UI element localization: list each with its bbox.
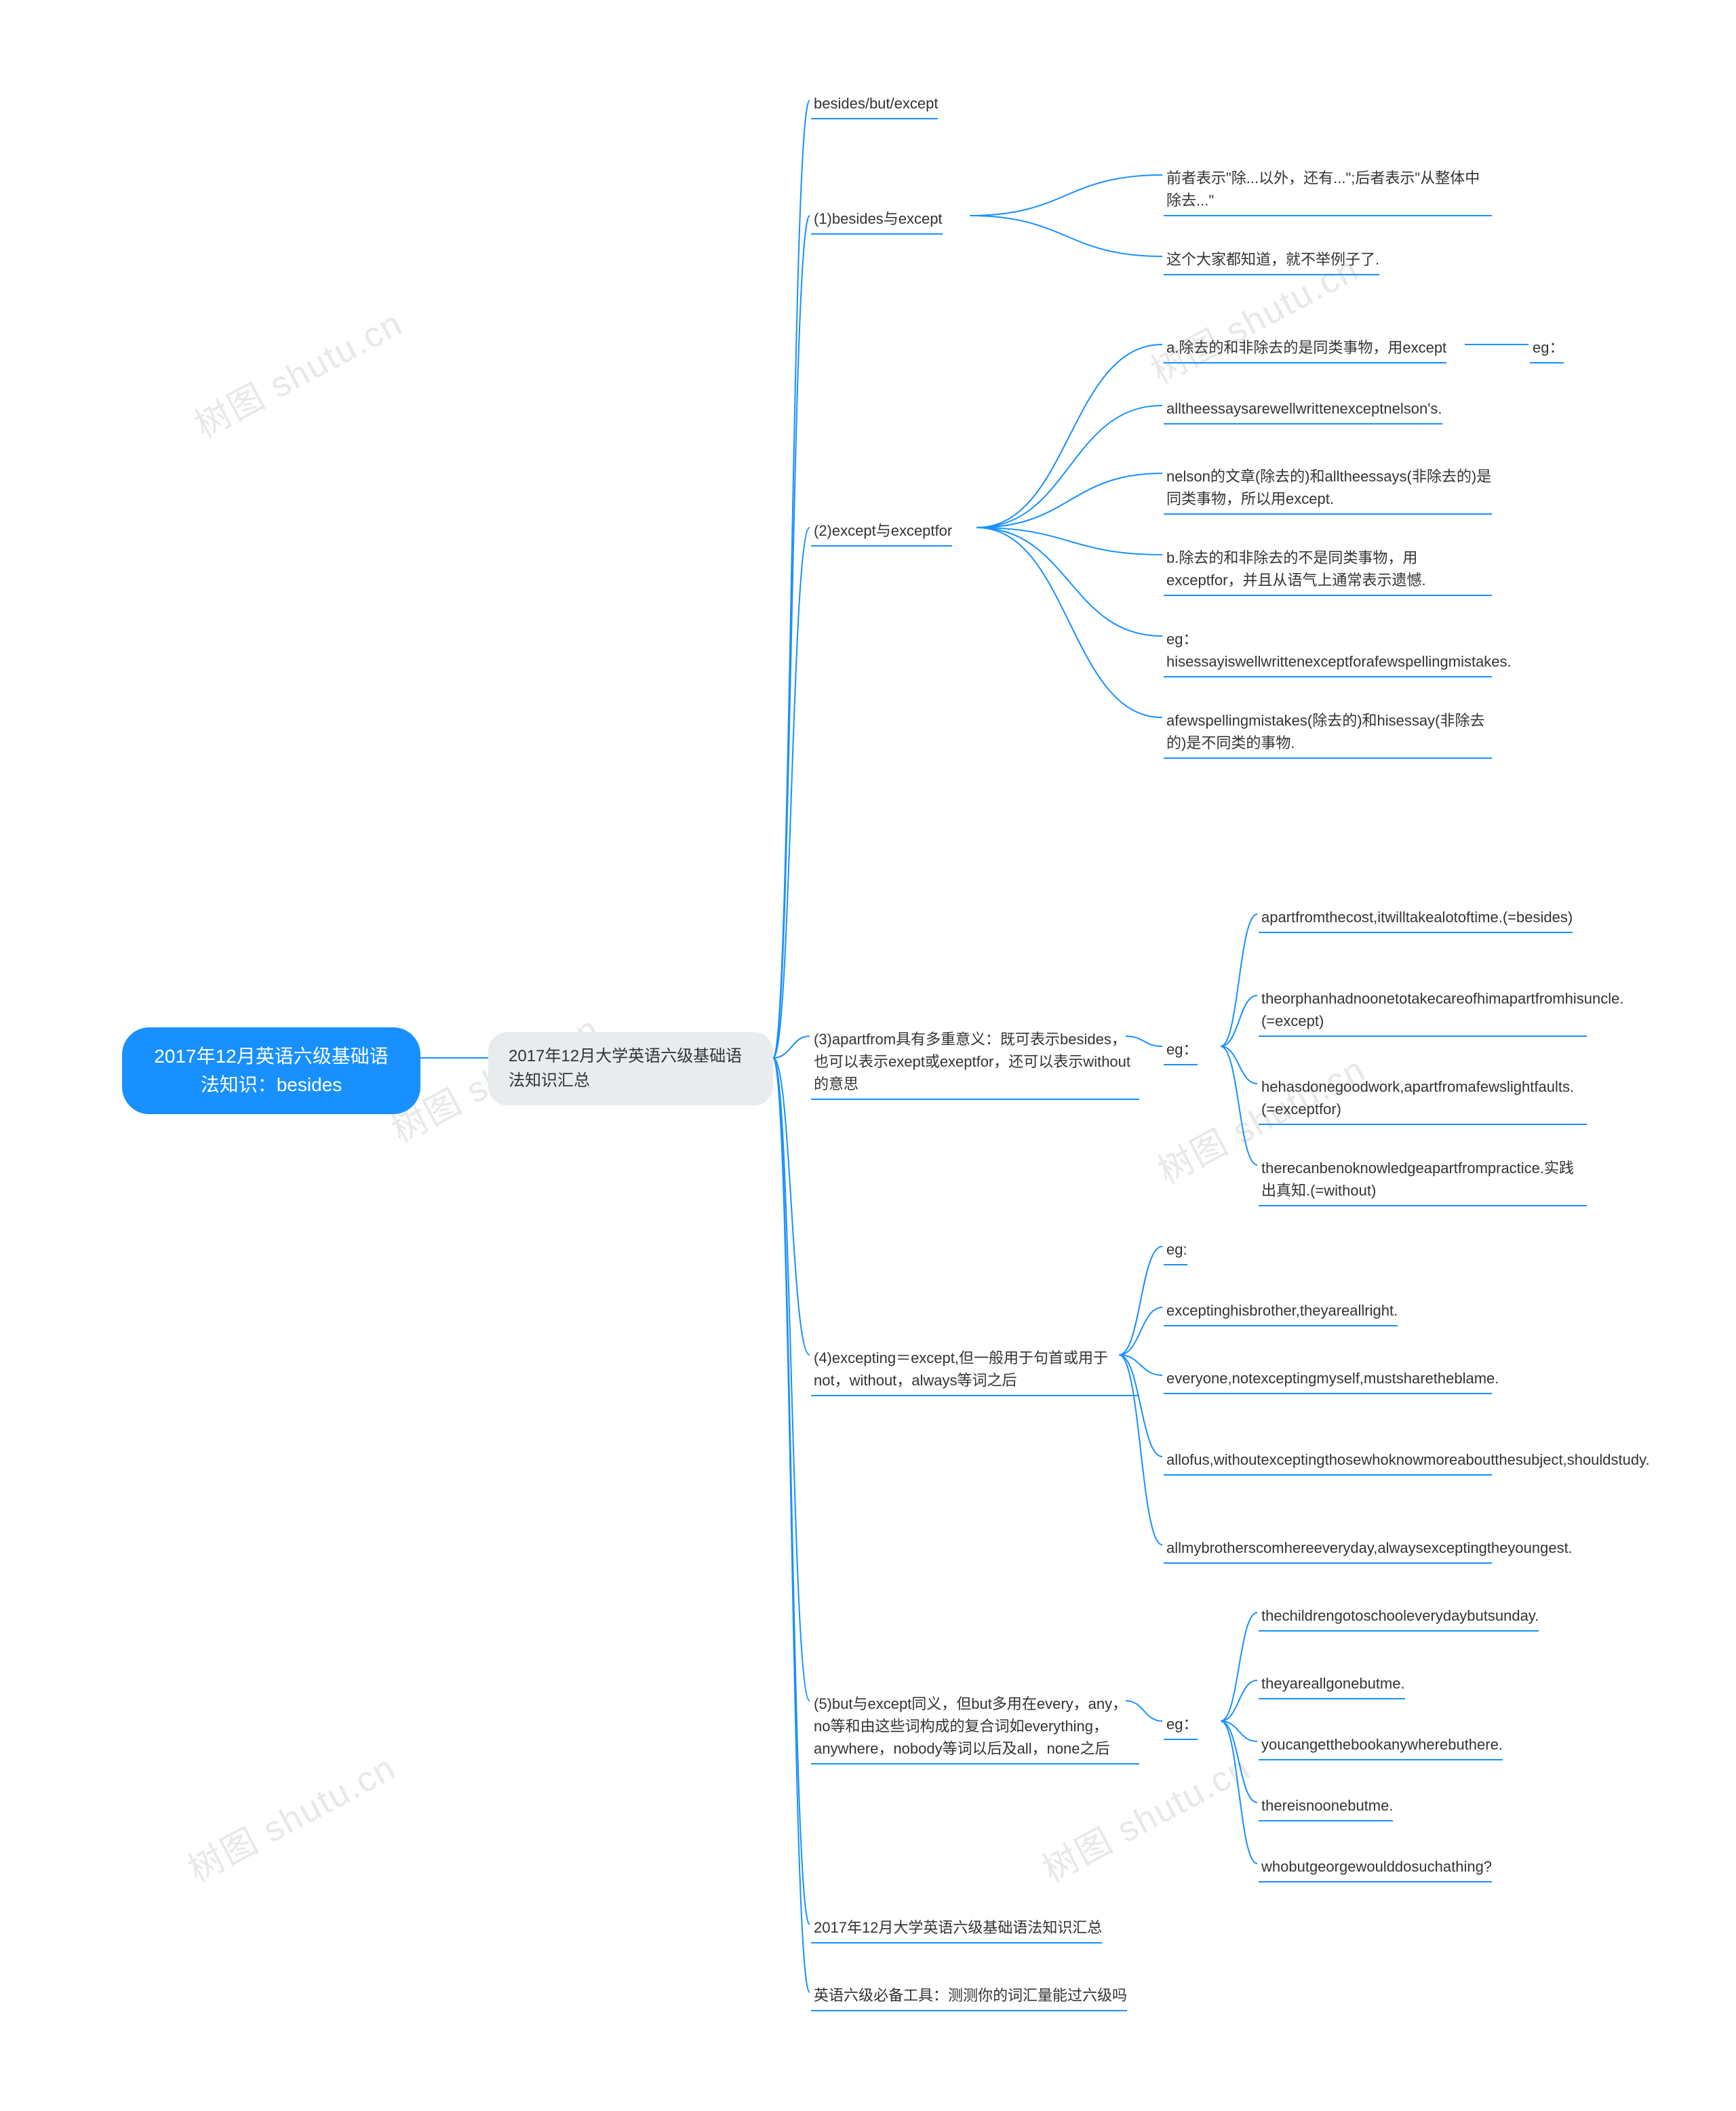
mindmap-node[interactable]: (5)but与except同义，但but多用在every，any，no等和由这些… (814, 1689, 1139, 1764)
mindmap-node[interactable]: allmybrotherscomhereeveryday,alwaysexcep… (1166, 1533, 1492, 1563)
mindmap-node[interactable]: youcangetthebookanywherebuthere. (1261, 1729, 1503, 1760)
mindmap-node[interactable]: apartfromthecost,itwilltakealotoftime.(=… (1261, 902, 1573, 932)
mindmap-node[interactable]: (4)excepting＝except,但一般用于句首或用于not，withou… (814, 1343, 1139, 1396)
mindmap-node[interactable]: eg： (1166, 1034, 1198, 1065)
mindmap-node[interactable]: b.除去的和非除去的不是同类事物，用exceptfor，并且从语气上通常表示遗憾… (1166, 542, 1492, 595)
mindmap-node[interactable]: nelson的文章(除去的)和alltheessays(非除去的)是同类事物，所… (1166, 461, 1492, 514)
mindmap-node[interactable]: theyareallgonebutme. (1261, 1668, 1405, 1699)
mindmap-node[interactable]: 2017年12月大学英语六级基础语法知识汇总 (814, 1912, 1102, 1943)
mindmap-node[interactable]: eg： (1533, 332, 1564, 363)
mindmap-node[interactable]: allofus,withoutexceptingthosewhoknowmore… (1166, 1444, 1492, 1475)
level1-node[interactable]: 2017年12月大学英语六级基础语法知识汇总 (488, 1032, 773, 1105)
mindmap-node[interactable]: hehasdonegoodwork,apartfromafewslightfau… (1261, 1071, 1587, 1124)
mindmap-node[interactable]: alltheessaysarewellwrittenexceptnelson's… (1166, 393, 1442, 424)
mindmap-node[interactable]: 前者表示"除...以外，还有...";后者表示"从整体中除去..." (1166, 163, 1492, 216)
mindmap-node[interactable]: exceptinghisbrother,theyareallright. (1166, 1295, 1398, 1326)
mindmap-node[interactable]: (1)besides与except (814, 203, 943, 234)
mindmap-node[interactable]: theorphanhadnoonetotakecareofhimapartfro… (1261, 983, 1587, 1036)
mindmap-node[interactable]: (3)apartfrom具有多重意义：既可表示besides，也可以表示exep… (814, 1024, 1139, 1099)
mindmap-container: 2017年12月英语六级基础语法知识：besides 2017年12月大学英语六… (0, 0, 1736, 2111)
mindmap-node[interactable]: eg: (1166, 1234, 1187, 1265)
mindmap-node[interactable]: (2)except与exceptfor (814, 515, 952, 546)
mindmap-node[interactable]: therecanbenoknowledgeapartfrompractice.实… (1261, 1153, 1587, 1206)
root-label: 2017年12月英语六级基础语法知识：besides (154, 1046, 388, 1095)
mindmap-node[interactable]: besides/but/except (814, 88, 938, 119)
mindmap-node[interactable]: afewspellingmistakes(除去的)和hisessay(非除去的)… (1166, 705, 1492, 758)
mindmap-node[interactable]: 英语六级必备工具：测测你的词汇量能过六级吗 (814, 1980, 1127, 2011)
mindmap-node[interactable]: everyone,notexceptingmyself,mustsharethe… (1166, 1363, 1492, 1394)
mindmap-node[interactable]: thereisnoonebutme. (1261, 1790, 1393, 1821)
mindmap-node[interactable]: 这个大家都知道，就不举例子了. (1166, 244, 1379, 275)
mindmap-node[interactable]: a.除去的和非除去的是同类事物，用except (1166, 332, 1446, 363)
mindmap-node[interactable]: eg：hisessayiswellwrittenexceptforafewspe… (1166, 624, 1492, 677)
mindmap-node[interactable]: thechildrengotoschooleverydaybutsunday. (1261, 1600, 1539, 1631)
mindmap-node[interactable]: whobutgeorgewoulddosuchathing? (1261, 1851, 1492, 1882)
root-node[interactable]: 2017年12月英语六级基础语法知识：besides (122, 1027, 420, 1114)
mindmap-node[interactable]: eg： (1166, 1709, 1198, 1739)
level1-label: 2017年12月大学英语六级基础语法知识汇总 (509, 1047, 742, 1090)
